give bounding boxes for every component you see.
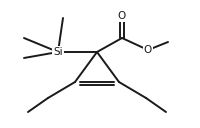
Text: Si: Si [53,47,63,57]
Text: O: O [118,11,126,21]
Text: O: O [144,45,152,55]
